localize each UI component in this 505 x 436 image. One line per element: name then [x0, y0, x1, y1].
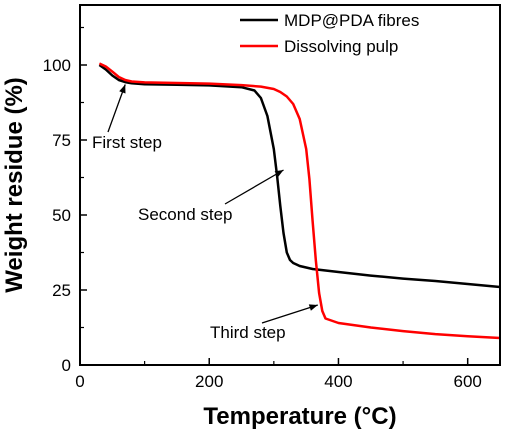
annotation-arrow-head: [274, 170, 284, 178]
legend-label-dissolving-pulp: Dissolving pulp: [284, 37, 398, 56]
y-tick-label: 0: [62, 356, 71, 375]
annotation-arrow-head: [308, 304, 318, 311]
y-tick-label: 100: [43, 56, 71, 75]
y-tick-label: 75: [52, 131, 71, 150]
annotation-arrow-head: [119, 84, 126, 94]
ticks-layer: 0 200 400 600 0 25 50 75 100: [43, 26, 482, 391]
legend-label-mdp-pda-fibres: MDP@PDA fibres: [284, 11, 419, 30]
series-line-dissolving-pulp: [98, 62, 501, 340]
series-layer: [98, 62, 501, 340]
annotation-arrow-shaft: [261, 304, 318, 324]
x-tick-label: 200: [195, 372, 223, 391]
y-tick-label: 50: [52, 206, 71, 225]
plot-frame: [79, 4, 501, 366]
series-line-mdp-pda-fibres: [98, 63, 501, 289]
legend: MDP@PDA fibres Dissolving pulp: [240, 11, 419, 56]
y-tick-label: 25: [52, 281, 71, 300]
x-axis-title: Temperature (°C): [203, 403, 396, 430]
x-tick-label: 400: [324, 372, 352, 391]
annotation-first-step: First step: [92, 133, 162, 152]
annotation-second-step: Second step: [138, 205, 233, 224]
annotation-third-step: Third step: [210, 323, 286, 342]
y-axis-title: Weight residue (%): [1, 77, 28, 293]
x-tick-label: 0: [75, 372, 84, 391]
annotation-arrows: [107, 84, 318, 324]
x-tick-label: 600: [454, 372, 482, 391]
annotation-arrow-shaft: [224, 169, 284, 205]
annotation-arrow-shaft: [107, 84, 126, 133]
